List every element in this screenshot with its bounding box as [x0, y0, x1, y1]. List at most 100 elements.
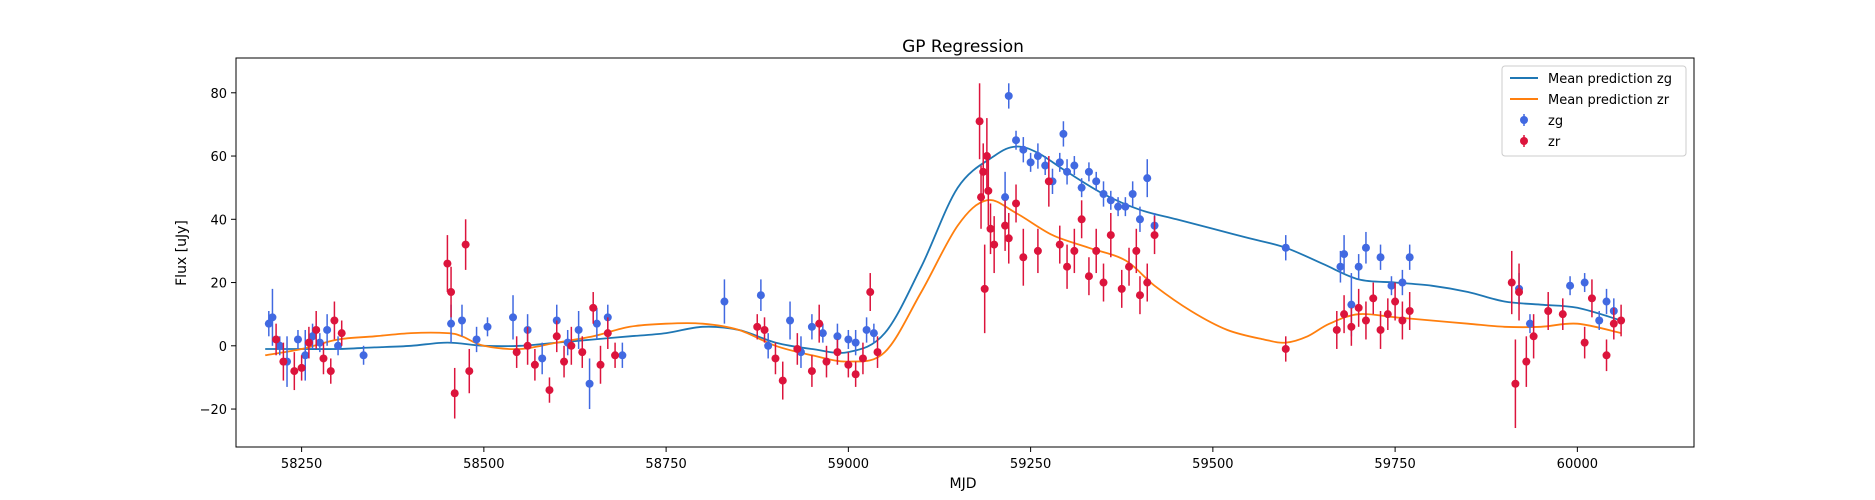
- data-point-zg: [1128, 189, 1137, 198]
- data-point-zr: [1383, 310, 1392, 319]
- data-point-zr: [979, 167, 988, 176]
- data-point-zr: [1354, 303, 1363, 312]
- data-point-zr: [596, 360, 605, 369]
- y-tick-label: 0: [219, 340, 227, 355]
- data-point-zr: [753, 322, 762, 331]
- data-point-zr: [297, 363, 306, 372]
- data-point-zr: [1070, 246, 1079, 255]
- data-point-zg: [264, 319, 273, 328]
- data-point-zg: [720, 297, 729, 306]
- data-point-zr: [1391, 297, 1400, 306]
- data-point-zr: [1609, 319, 1618, 328]
- x-axis-label: MJD: [950, 476, 977, 492]
- data-point-zg: [1055, 158, 1064, 167]
- data-point-zg: [844, 335, 853, 344]
- data-point-zr: [450, 389, 459, 398]
- data-point-zr: [1361, 316, 1370, 325]
- data-point-zr: [1544, 307, 1553, 316]
- data-point-zg: [1070, 161, 1079, 170]
- data-point-zg: [1387, 281, 1396, 290]
- data-point-zg: [1114, 202, 1123, 211]
- data-point-zg: [756, 291, 765, 300]
- legend-label-mean-zr: Mean prediction zr: [1548, 93, 1670, 108]
- data-point-zg: [323, 325, 332, 334]
- data-point-zr: [512, 348, 521, 357]
- data-point-zg: [275, 341, 284, 350]
- legend-box: [1501, 65, 1687, 157]
- data-point-zr: [443, 259, 452, 268]
- data-point-zr: [1084, 272, 1093, 281]
- data-point-zr: [589, 303, 598, 312]
- y-axis-label: Flux [uJy]: [174, 220, 190, 286]
- data-point-zg: [851, 338, 860, 347]
- data-point-zg: [1281, 243, 1290, 252]
- legend-label-zg: zg: [1548, 114, 1563, 129]
- data-point-zg: [1525, 319, 1534, 328]
- x-tick-label: 58500: [463, 457, 504, 472]
- data-point-zg: [1580, 278, 1589, 287]
- data-point-zr: [1602, 351, 1611, 360]
- data-point-zg: [574, 325, 583, 334]
- data-point-zr: [1376, 325, 1385, 334]
- x-tick-label: 58750: [645, 457, 686, 472]
- data-point-zr: [778, 376, 787, 385]
- data-point-zr: [1369, 294, 1378, 303]
- data-point-zr: [1001, 221, 1010, 230]
- data-point-zr: [326, 367, 335, 376]
- data-point-zr: [1125, 262, 1134, 271]
- data-point-zr: [1063, 262, 1072, 271]
- y-tick-label: 20: [210, 277, 227, 292]
- data-point-zg: [1566, 281, 1575, 290]
- data-point-zr: [1012, 199, 1021, 208]
- data-point-zg: [1376, 253, 1385, 262]
- legend-swatch-zr: [1520, 135, 1528, 147]
- series-line-mean-zg: [265, 145, 1622, 354]
- data-point-zg: [1340, 250, 1349, 259]
- data-point-zg: [833, 332, 842, 341]
- data-point-zg: [359, 351, 368, 360]
- data-point-zg: [1077, 183, 1086, 192]
- data-point-zr: [447, 288, 456, 297]
- data-point-zr: [1077, 215, 1086, 224]
- data-point-zr: [603, 329, 612, 338]
- x-tick-label: 58250: [281, 457, 322, 472]
- data-point-zg: [1099, 189, 1108, 198]
- data-point-zr: [873, 348, 882, 357]
- plot-frame: [235, 57, 1695, 448]
- data-point-zr: [984, 186, 993, 195]
- data-point-zg: [268, 313, 277, 322]
- data-point-zr: [990, 240, 999, 249]
- data-point-zg: [1001, 193, 1010, 202]
- data-point-zr: [1092, 246, 1101, 255]
- data-point-zg: [818, 329, 827, 338]
- data-point-zr: [982, 152, 991, 161]
- data-point-zr: [1515, 288, 1524, 297]
- data-point-zr: [578, 348, 587, 357]
- data-point-zr: [330, 316, 339, 325]
- legend-label-mean-zg: Mean prediction zg: [1548, 72, 1672, 87]
- data-point-zr: [1522, 357, 1531, 366]
- y-tick-label: −20: [200, 403, 227, 418]
- data-point-zr: [337, 329, 346, 338]
- legend: Mean prediction zg Mean prediction zr zg…: [1501, 65, 1687, 157]
- legend-marker-zg: [1520, 116, 1528, 124]
- data-point-zr: [312, 325, 321, 334]
- data-point-zr: [1558, 310, 1567, 319]
- data-point-zg: [457, 316, 466, 325]
- data-point-zg: [538, 354, 547, 363]
- data-point-zg: [483, 322, 492, 331]
- data-point-zg: [293, 335, 302, 344]
- data-point-zg: [1063, 167, 1072, 176]
- data-point-zr: [1347, 322, 1356, 331]
- data-point-zr: [1044, 177, 1053, 186]
- data-point-zr: [545, 386, 554, 395]
- data-point-zg: [585, 379, 594, 388]
- data-point-zr: [304, 338, 313, 347]
- data-point-zg: [618, 351, 627, 360]
- x-tick-label: 60000: [1557, 457, 1598, 472]
- data-point-zr: [530, 360, 539, 369]
- data-point-zg: [1398, 278, 1407, 287]
- data-point-zr: [1019, 253, 1028, 262]
- data-point-zr: [1340, 310, 1349, 319]
- data-point-zg: [869, 329, 878, 338]
